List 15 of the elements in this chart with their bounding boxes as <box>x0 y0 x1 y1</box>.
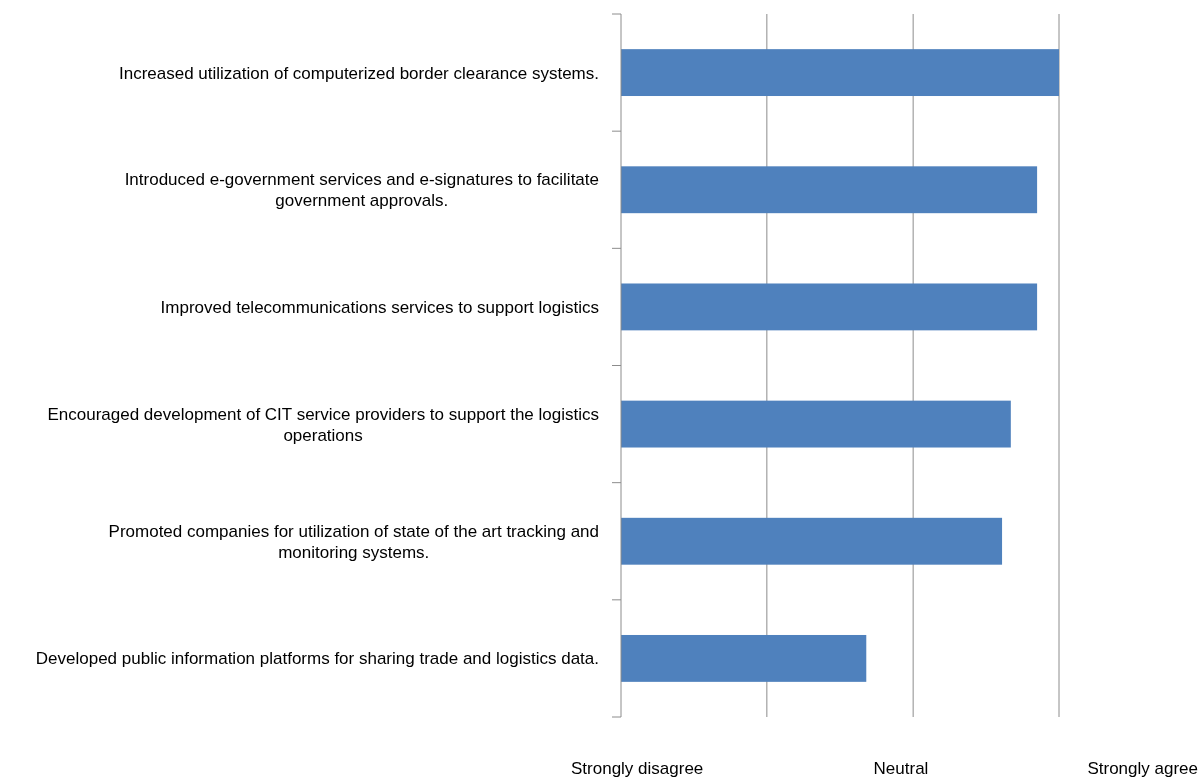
y-tick-label: Promoted companies for utilization of state of the art tracking and monitoring systems. <box>108 521 599 562</box>
bar <box>621 400 1011 448</box>
text: Neutral <box>873 759 929 778</box>
y-tick-label: Developed public information platforms for sharing trade and logistics data. <box>35 649 599 669</box>
y-tick-label: Encouraged development of CIT service providers to support the logistics operations <box>47 404 599 445</box>
bar <box>621 634 867 682</box>
y-tick-label: Improved telecommunications services to support logistics <box>160 297 599 317</box>
y-tick-label: Increased utilization of computerized border clearance systems. <box>118 63 599 83</box>
bar <box>621 517 1003 565</box>
bar <box>621 283 1038 331</box>
bar <box>621 49 1059 97</box>
text: Strongly disagree <box>571 759 704 778</box>
bar <box>621 166 1038 214</box>
y-tick-label: Introduced e-government services and e-signatures to facilitate government approvals. <box>124 170 599 211</box>
text: Strongly agree <box>1087 759 1198 778</box>
